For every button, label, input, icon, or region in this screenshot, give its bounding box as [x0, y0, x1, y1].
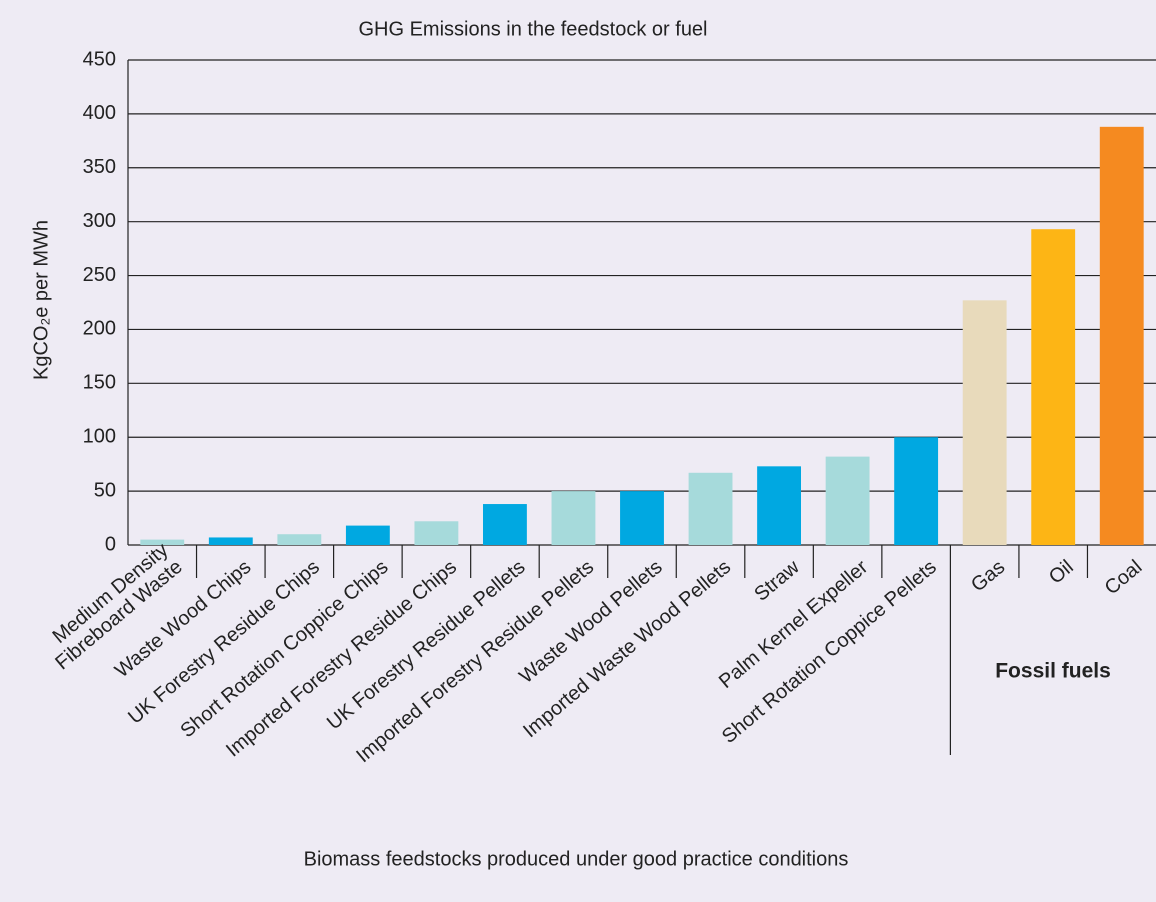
- y-tick-label: 50: [94, 479, 116, 501]
- bar: [414, 521, 459, 545]
- x-axis-label: Biomass feedstocks produced under good p…: [304, 848, 849, 870]
- bar: [208, 537, 253, 545]
- group-label: Fossil fuels: [995, 660, 1111, 683]
- bar: [825, 456, 870, 545]
- bar: [140, 539, 185, 545]
- bar: [483, 504, 527, 545]
- x-tick-label: Gas: [967, 556, 1009, 596]
- bar: [962, 300, 1007, 545]
- x-tick-label: Coal: [1101, 556, 1147, 599]
- bar: [551, 491, 596, 545]
- x-tick-label: Medium DensityFibreboard Waste: [37, 539, 186, 674]
- bar: [345, 525, 390, 545]
- bar: [894, 437, 939, 545]
- y-tick-label: 450: [83, 48, 116, 70]
- bar: [1031, 229, 1076, 545]
- y-axis-label: KgCO₂e per MWh: [30, 220, 52, 380]
- y-tick-label: 350: [83, 156, 116, 178]
- chart-title: GHG Emissions in the feedstock or fuel: [358, 18, 707, 40]
- bar: [688, 472, 733, 545]
- y-tick-label: 250: [83, 264, 116, 286]
- x-tick-label: Straw: [750, 556, 804, 606]
- bar: [757, 466, 801, 545]
- bar: [1099, 126, 1144, 546]
- y-tick-label: 200: [83, 318, 116, 340]
- y-tick-label: 150: [83, 372, 116, 394]
- y-tick-label: 0: [105, 533, 116, 555]
- bar: [620, 491, 664, 545]
- y-tick-label: 400: [83, 102, 116, 124]
- bar: [277, 534, 322, 545]
- y-tick-label: 100: [83, 426, 116, 448]
- y-tick-label: 300: [83, 210, 116, 232]
- x-tick-label: Oil: [1045, 556, 1078, 589]
